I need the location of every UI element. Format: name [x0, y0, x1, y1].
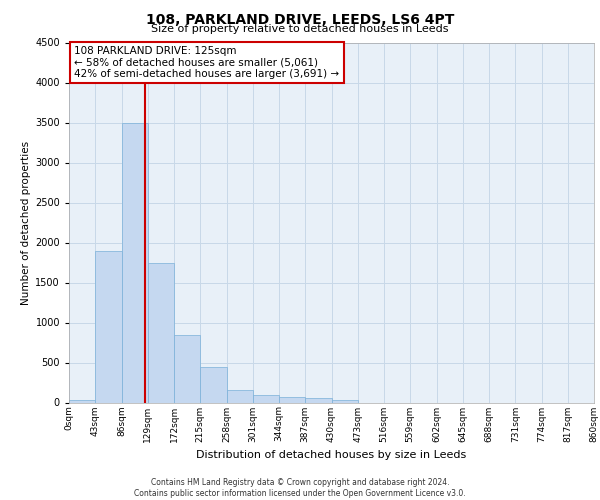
Text: 108 PARKLAND DRIVE: 125sqm
← 58% of detached houses are smaller (5,061)
42% of s: 108 PARKLAND DRIVE: 125sqm ← 58% of deta…	[74, 46, 340, 80]
Bar	[253, 395, 279, 402]
X-axis label: Distribution of detached houses by size in Leeds: Distribution of detached houses by size …	[196, 450, 467, 460]
Text: 108, PARKLAND DRIVE, LEEDS, LS6 4PT: 108, PARKLAND DRIVE, LEEDS, LS6 4PT	[146, 12, 454, 26]
Bar	[148, 262, 174, 402]
Bar	[69, 400, 95, 402]
Text: Contains HM Land Registry data © Crown copyright and database right 2024.
Contai: Contains HM Land Registry data © Crown c…	[134, 478, 466, 498]
Bar	[227, 390, 253, 402]
Bar	[279, 396, 305, 402]
Bar	[200, 366, 227, 402]
Bar	[331, 400, 358, 402]
Bar	[95, 250, 121, 402]
Bar	[174, 334, 200, 402]
Y-axis label: Number of detached properties: Number of detached properties	[21, 140, 31, 304]
Text: Size of property relative to detached houses in Leeds: Size of property relative to detached ho…	[151, 24, 449, 34]
Bar	[121, 122, 148, 402]
Bar	[305, 398, 331, 402]
